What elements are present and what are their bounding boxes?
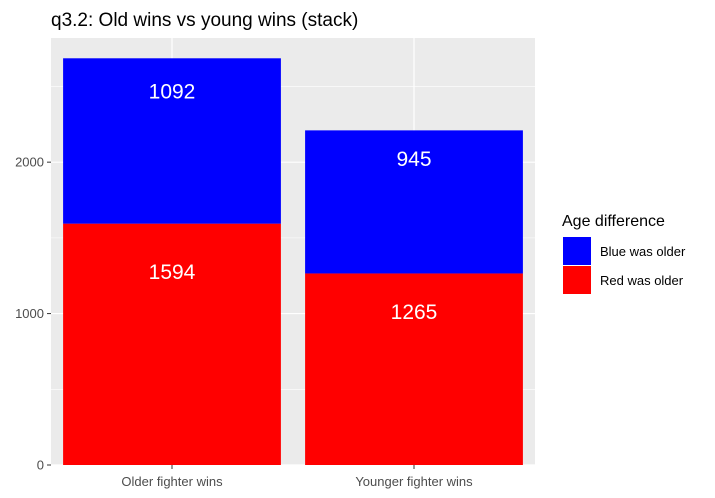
- legend-key: [563, 266, 591, 294]
- y-tick-label: 1000: [15, 306, 44, 321]
- x-axis: Older fighter wins Younger fighter wins: [121, 465, 473, 489]
- y-tick-label: 0: [37, 458, 44, 473]
- bars: [63, 58, 523, 465]
- legend: Age difference Blue was older Red was old…: [562, 213, 686, 294]
- bar-value-label: 1594: [149, 261, 196, 284]
- chart-title: q3.2: Old wins vs young wins (stack): [51, 10, 358, 31]
- legend-entries: Blue was older Red was older: [563, 237, 686, 294]
- bar-value-label: 1092: [149, 80, 196, 103]
- bar-blue-1: [63, 58, 281, 224]
- legend-label: Blue was older: [600, 244, 686, 259]
- y-axis: 0 1000 2000: [15, 155, 51, 473]
- bar-red-1: [63, 223, 281, 465]
- x-tick-label: Younger fighter wins: [355, 474, 473, 489]
- bar-value-label: 1265: [391, 301, 438, 324]
- bar-value-label: 945: [396, 148, 431, 171]
- legend-label: Red was older: [600, 273, 684, 288]
- bar-labels: 1594 1092 1265 945: [149, 80, 438, 323]
- x-tick-label: Older fighter wins: [121, 474, 223, 489]
- legend-title: Age difference: [562, 213, 665, 230]
- bar-red-2: [305, 273, 523, 465]
- bar-blue-2: [305, 130, 523, 274]
- legend-key: [563, 237, 591, 265]
- y-tick-label: 2000: [15, 155, 44, 170]
